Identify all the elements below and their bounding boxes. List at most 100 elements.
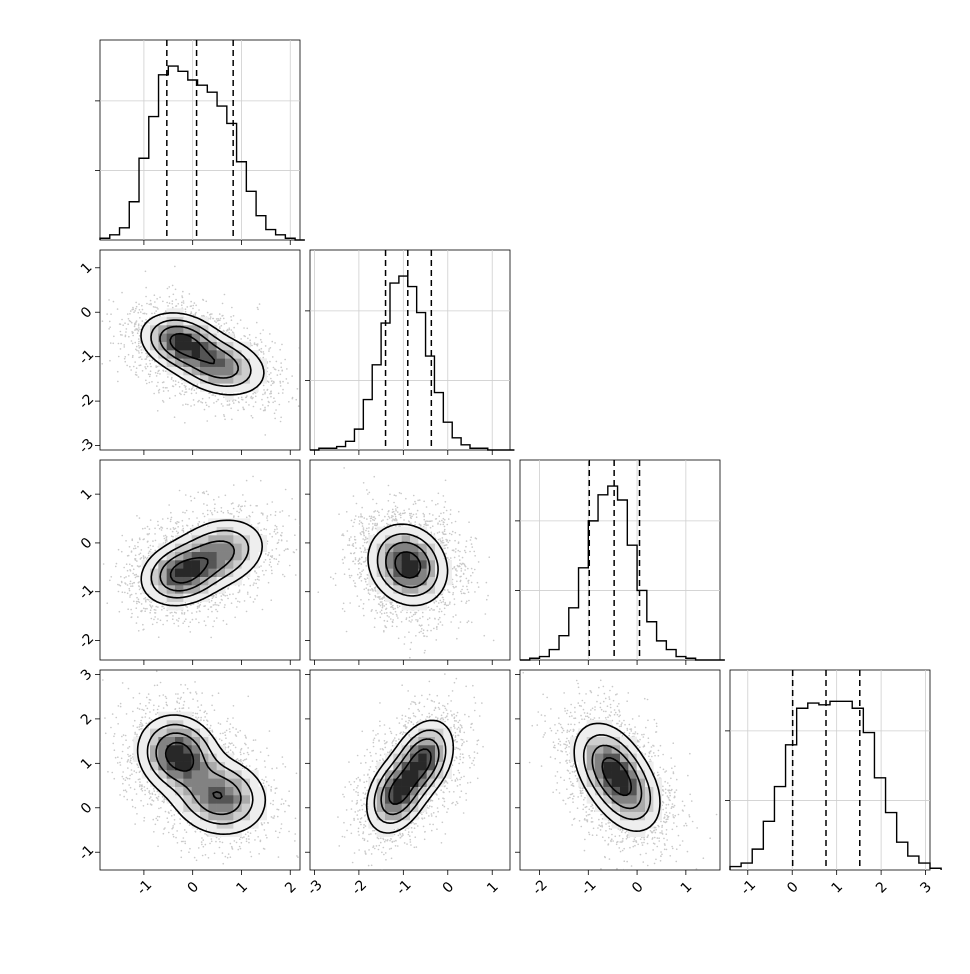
- density-cell: [216, 568, 226, 577]
- density-cell: [158, 358, 167, 367]
- density-cell: [636, 820, 646, 829]
- density-cell: [611, 778, 621, 787]
- density-cell: [241, 820, 251, 829]
- density-cell: [191, 761, 201, 771]
- density-cell: [158, 316, 167, 326]
- density-cell: [166, 778, 176, 787]
- density-cell: [418, 736, 427, 746]
- density-cell: [410, 736, 419, 746]
- density-cell: [233, 358, 242, 367]
- density-cell: [443, 728, 452, 737]
- density-cell: [166, 341, 176, 351]
- contour-line: [385, 541, 431, 589]
- density-cell: [578, 770, 587, 779]
- density-cell: [141, 325, 151, 334]
- x-tick-label: 1: [484, 879, 502, 897]
- density-cell: [376, 560, 386, 569]
- density-cell: [208, 770, 217, 779]
- y-tick-label: 0: [78, 800, 96, 818]
- density-cell: [183, 560, 192, 569]
- density-cell: [393, 745, 402, 754]
- density-cell: [208, 753, 217, 762]
- y-tick-label: 1: [78, 486, 96, 504]
- density-cell: [636, 828, 646, 837]
- density-cell: [233, 383, 242, 392]
- density-cell: [233, 761, 242, 771]
- density-cell: [250, 811, 259, 821]
- density-cell: [208, 786, 217, 796]
- density-cell: [418, 551, 427, 561]
- density-cell: [418, 568, 427, 577]
- density-cell: [208, 350, 217, 359]
- density-cell: [603, 770, 612, 779]
- density-cell: [225, 568, 234, 577]
- density-cell: [595, 745, 604, 754]
- density-cell: [166, 795, 176, 804]
- density-cell: [603, 745, 612, 754]
- density-cell: [401, 736, 411, 746]
- y-tick-label: 1: [78, 260, 96, 278]
- density-cell: [141, 576, 151, 586]
- density-cell: [208, 551, 217, 561]
- density-cell: [570, 736, 579, 746]
- density-cell: [208, 585, 217, 594]
- density-cell: [141, 745, 151, 754]
- density-cell: [250, 535, 259, 544]
- density-cell: [250, 778, 259, 787]
- density-cell: [258, 535, 267, 544]
- x-tick-label: -1: [578, 877, 599, 898]
- y-tick-label: -2: [76, 631, 97, 652]
- density-cell: [376, 820, 386, 829]
- density-cell: [258, 795, 267, 804]
- density-cell: [368, 568, 377, 577]
- hist-panel-2: [515, 459, 725, 661]
- density-cell: [158, 585, 167, 594]
- y-tick-label: 2: [78, 711, 96, 729]
- density-cell: [150, 761, 159, 771]
- density-cell: [158, 333, 167, 342]
- density-cell: [158, 325, 167, 334]
- x-tick-label: -1: [134, 877, 155, 898]
- density-cell: [191, 811, 201, 821]
- density-cell: [166, 786, 176, 796]
- density-cell: [166, 325, 176, 334]
- density-cell: [225, 358, 234, 367]
- density-cell: [645, 770, 654, 779]
- contour-line: [150, 319, 252, 387]
- density-panel-4: [309, 669, 511, 871]
- density-cell: [183, 803, 192, 812]
- density-cell: [250, 358, 259, 367]
- density-cell: [200, 543, 209, 552]
- density-cell: [435, 543, 444, 552]
- density-cell: [216, 350, 226, 359]
- density-cell: [150, 593, 159, 602]
- y-tick-label: 0: [78, 304, 96, 322]
- density-cell: [175, 350, 184, 359]
- density-cell: [241, 568, 251, 577]
- density-cell: [133, 736, 142, 746]
- density-cell: [628, 828, 637, 837]
- density-cell: [586, 753, 596, 762]
- density-cell: [435, 568, 444, 577]
- y-tick-label: -3: [76, 436, 97, 457]
- density-cell: [258, 811, 267, 821]
- density-cell: [200, 786, 209, 796]
- x-tick-label: 1: [829, 879, 847, 897]
- x-axis-3: -1 0 1 2 3: [738, 870, 935, 898]
- density-cell: [241, 526, 251, 536]
- density-cell: [376, 803, 386, 812]
- density-cell: [216, 358, 226, 367]
- density-cell: [208, 333, 217, 342]
- density-cell: [401, 576, 411, 586]
- density-cell: [158, 576, 167, 586]
- density-cell: [233, 526, 242, 536]
- density-cell: [241, 770, 251, 779]
- density-cell: [150, 316, 159, 326]
- density-cell: [200, 770, 209, 779]
- density-cell: [586, 786, 596, 796]
- density-cell: [233, 543, 242, 552]
- density-cell: [175, 745, 184, 754]
- density-cell: [385, 560, 394, 569]
- density-cell: [653, 803, 662, 812]
- density-cell: [645, 795, 654, 804]
